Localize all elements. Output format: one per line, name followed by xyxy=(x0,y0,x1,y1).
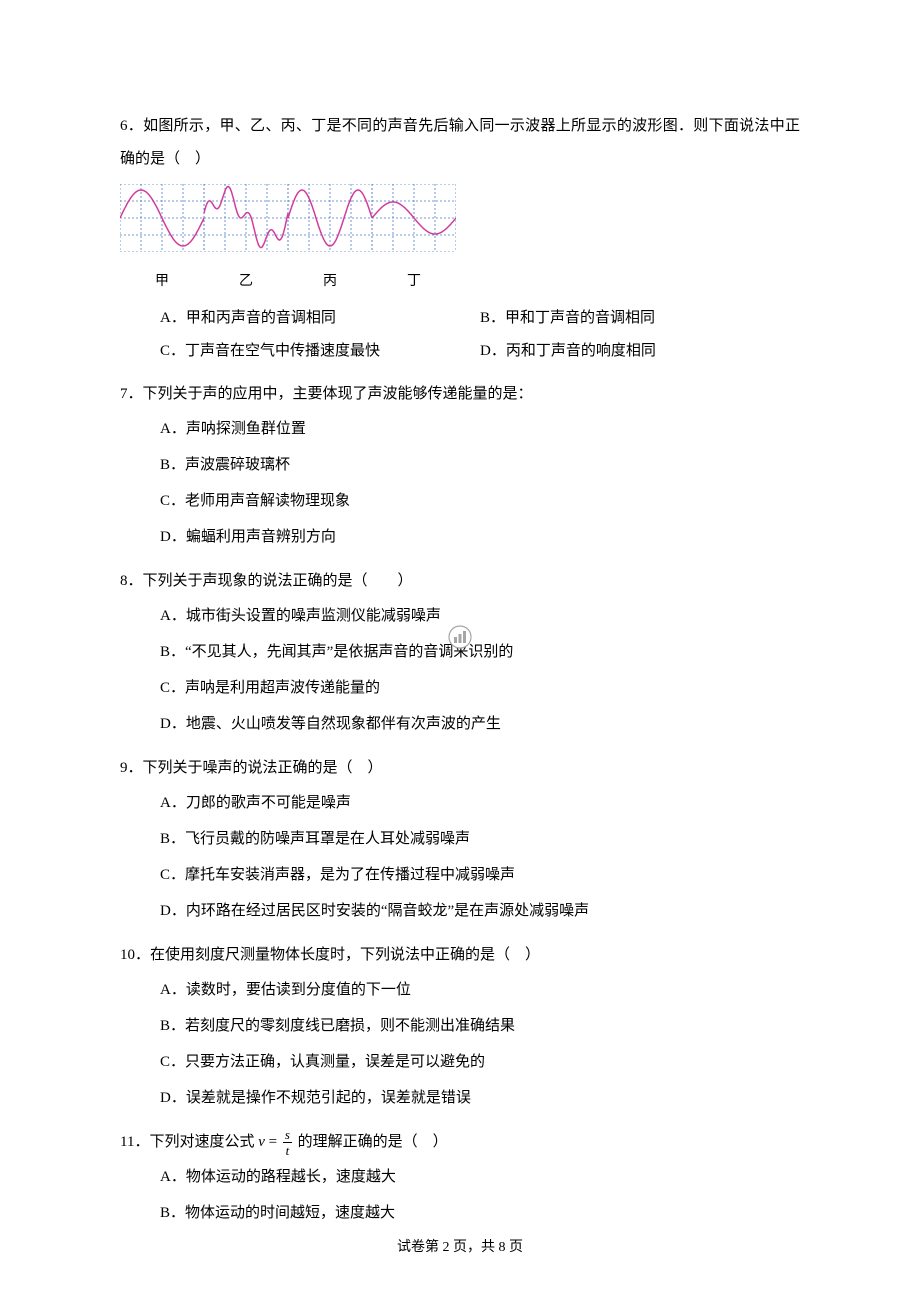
q6-number: 6． xyxy=(120,118,143,134)
q8-stem: 8．下列关于声现象的说法正确的是（ ） xyxy=(120,565,800,598)
q9-stem-text: 下列关于噪声的说法正确的是（ ） xyxy=(143,760,383,776)
q8-opt-a: A．城市街头设置的噪声监测仪能减弱噪声 xyxy=(160,598,800,634)
q11-options: A．物体运动的路程越长，速度越大 B．物体运动的时间越短，速度越大 xyxy=(120,1159,800,1231)
wave-label-jia: 甲 xyxy=(120,267,204,298)
q9-options: A．刀郎的歌声不可能是噪声 B．飞行员戴的防噪声耳罩是在人耳处减弱噪声 C．摩托… xyxy=(120,785,800,929)
formula-num: s xyxy=(283,1128,292,1143)
question-9: 9．下列关于噪声的说法正确的是（ ） A．刀郎的歌声不可能是噪声 B．飞行员戴的… xyxy=(120,752,800,929)
q9-opt-c: C．摩托车安装消声器，是为了在传播过程中减弱噪声 xyxy=(160,857,800,893)
q11-stem: 11．下列对速度公式 v = s t 的理解正确的是（ ） xyxy=(120,1126,800,1159)
q10-options: A．读数时，要估读到分度值的下一位 B．若刻度尺的零刻度线已磨损，则不能测出准确… xyxy=(120,972,800,1116)
q10-number: 10． xyxy=(120,947,150,963)
q6-waveforms: 甲 乙 丙 丁 xyxy=(120,184,800,298)
q9-opt-b: B．飞行员戴的防噪声耳罩是在人耳处减弱噪声 xyxy=(160,821,800,857)
question-7: 7．下列关于声的应用中，主要体现了声波能够传递能量的是： A．声呐探测鱼群位置 … xyxy=(120,378,800,555)
q11-opt-b: B．物体运动的时间越短，速度越大 xyxy=(160,1195,800,1231)
q7-stem-text: 下列关于声的应用中，主要体现了声波能够传递能量的是： xyxy=(143,386,533,402)
q8-opt-b: B．“不见其人，先闻其声”是依据声音的音调来识别的 xyxy=(160,634,800,670)
q7-opt-a: A．声呐探测鱼群位置 xyxy=(160,411,800,447)
q6-opt-a: A．甲和丙声音的音调相同 xyxy=(160,302,480,335)
question-8: 8．下列关于声现象的说法正确的是（ ） A．城市街头设置的噪声监测仪能减弱噪声 … xyxy=(120,565,800,742)
q8-opt-c: C．声呐是利用超声波传递能量的 xyxy=(160,670,800,706)
q11-stem-pre: 下列对速度公式 xyxy=(149,1134,254,1150)
q9-opt-d: D．内环路在经过居民区时安装的“隔音蛟龙”是在声源处减弱噪声 xyxy=(160,893,800,929)
q10-opt-c: C．只要方法正确，认真测量，误差是可以避免的 xyxy=(160,1044,800,1080)
q10-opt-a: A．读数时，要估读到分度值的下一位 xyxy=(160,972,800,1008)
formula-fraction: s t xyxy=(283,1128,292,1157)
formula-lhs: v xyxy=(258,1134,265,1150)
q11-stem-post: 的理解正确的是（ ） xyxy=(298,1134,448,1150)
q6-opt-d: D．丙和丁声音的响度相同 xyxy=(480,335,800,368)
q6-stem-text: 如图所示，甲、乙、丙、丁是不同的声音先后输入同一示波器上所显示的波形图．则下面说… xyxy=(120,118,800,167)
q6-stem: 6．如图所示，甲、乙、丙、丁是不同的声音先后输入同一示波器上所显示的波形图．则下… xyxy=(120,110,800,176)
q8-opt-d: D．地震、火山喷发等自然现象都伴有次声波的产生 xyxy=(160,706,800,742)
question-6: 6．如图所示，甲、乙、丙、丁是不同的声音先后输入同一示波器上所显示的波形图．则下… xyxy=(120,110,800,368)
formula-eq: = xyxy=(269,1134,277,1150)
q11-number: 11． xyxy=(120,1134,149,1150)
q6-opt-b: B．甲和丁声音的音调相同 xyxy=(480,302,800,335)
waveform-svg xyxy=(120,184,456,252)
waveform-labels-row: 甲 乙 丙 丁 xyxy=(120,267,800,298)
q6-options-row1: A．甲和丙声音的音调相同 B．甲和丁声音的音调相同 xyxy=(120,302,800,335)
q7-opt-b: B．声波震碎玻璃杯 xyxy=(160,447,800,483)
q6-options-row2: C．丁声音在空气中传播速度最快 D．丙和丁声音的响度相同 xyxy=(120,335,800,368)
wave-label-ding: 丁 xyxy=(372,267,456,298)
q7-opt-c: C．老师用声音解读物理现象 xyxy=(160,483,800,519)
q9-number: 9． xyxy=(120,760,143,776)
q6-opt-c: C．丁声音在空气中传播速度最快 xyxy=(160,335,480,368)
wave-label-yi: 乙 xyxy=(204,267,288,298)
q8-number: 8． xyxy=(120,573,143,589)
q11-opt-a: A．物体运动的路程越长，速度越大 xyxy=(160,1159,800,1195)
formula-den: t xyxy=(283,1143,292,1157)
q8-stem-text: 下列关于声现象的说法正确的是（ ） xyxy=(143,573,413,589)
question-11: 11．下列对速度公式 v = s t 的理解正确的是（ ） A．物体运动的路程越… xyxy=(120,1126,800,1231)
q9-stem: 9．下列关于噪声的说法正确的是（ ） xyxy=(120,752,800,785)
question-10: 10．在使用刻度尺测量物体长度时，下列说法中正确的是（ ） A．读数时，要估读到… xyxy=(120,939,800,1116)
q10-opt-b: B．若刻度尺的零刻度线已磨损，则不能测出准确结果 xyxy=(160,1008,800,1044)
wave-label-bing: 丙 xyxy=(288,267,372,298)
watermark-icon xyxy=(448,625,472,649)
q9-opt-a: A．刀郎的歌声不可能是噪声 xyxy=(160,785,800,821)
q10-stem: 10．在使用刻度尺测量物体长度时，下列说法中正确的是（ ） xyxy=(120,939,800,972)
q11-formula: v = s t xyxy=(258,1134,297,1150)
q7-number: 7． xyxy=(120,386,143,402)
q10-opt-d: D．误差就是操作不规范引起的，误差就是错误 xyxy=(160,1080,800,1116)
q8-options: A．城市街头设置的噪声监测仪能减弱噪声 B．“不见其人，先闻其声”是依据声音的音… xyxy=(120,598,800,742)
q7-stem: 7．下列关于声的应用中，主要体现了声波能够传递能量的是： xyxy=(120,378,800,411)
q10-stem-text: 在使用刻度尺测量物体长度时，下列说法中正确的是（ ） xyxy=(150,947,540,963)
page-footer: 试卷第 2 页，共 8 页 xyxy=(0,1236,920,1256)
q7-opt-d: D．蝙蝠利用声音辨别方向 xyxy=(160,519,800,555)
q7-options: A．声呐探测鱼群位置 B．声波震碎玻璃杯 C．老师用声音解读物理现象 D．蝙蝠利… xyxy=(120,411,800,555)
